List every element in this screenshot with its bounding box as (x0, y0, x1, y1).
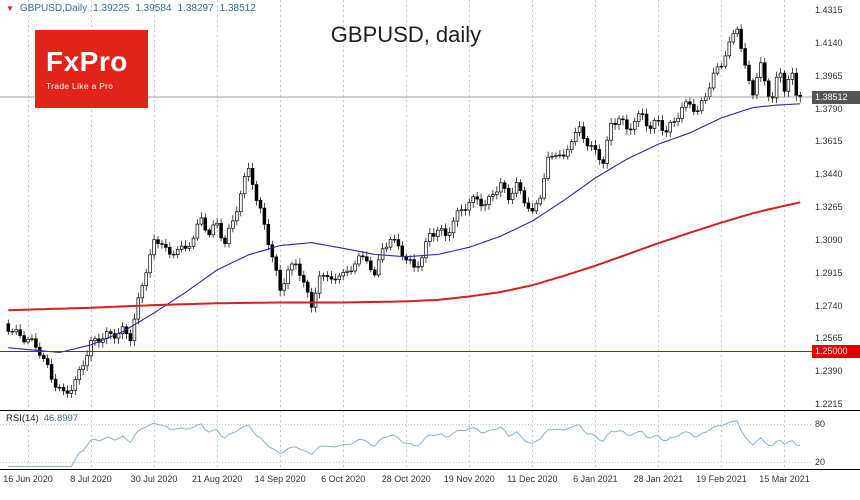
price-axis: 1.4315 1.4140 1.3965 1.3790 1.3615 1.3440 1.32… (815, 0, 860, 470)
time-axis-label: 30 Jul 2020 (130, 474, 178, 484)
dropdown-arrow-icon: ▼ (6, 3, 14, 13)
time-axis-label: 15 Mar 2021 (759, 474, 810, 484)
price-axis-label: 1.3615 (815, 136, 843, 147)
price-axis-label: 1.2390 (815, 366, 843, 377)
symbol-ohlc-bar: ▼ GBPUSD,Daily 1.39225 1.39584 1.38297 1… (6, 3, 256, 14)
logo-name: FxPro (46, 45, 128, 77)
current-price-badge: 1.38512 (812, 90, 860, 104)
symbol-timeframe-label: GBPUSD,Daily (19, 3, 88, 14)
rsi-name: RSI(14) (6, 413, 39, 424)
rsi-axis-label: 20 (815, 457, 826, 467)
ohlc-low: 1.38297 (177, 3, 214, 14)
time-axis-label: 11 Dec 2020 (507, 474, 558, 484)
logo-tagline: Trade Like a Pro (46, 80, 114, 91)
rsi-axis: 80 20 (815, 0, 860, 470)
time-axis-label: 28 Oct 2020 (381, 474, 431, 484)
time-axis-label: 28 Jan 2021 (633, 474, 684, 484)
time-axis-label: 19 Feb 2021 (696, 474, 747, 484)
price-axis-label: 1.2565 (815, 333, 843, 344)
time-axis-label: 14 Sep 2020 (254, 474, 306, 484)
time-axis-label: 6 Jan 2021 (573, 474, 618, 484)
price-axis-label: 1.3790 (815, 103, 843, 114)
rsi-value: 46.8997 (43, 413, 79, 424)
price-axis-label: 1.2215 (815, 399, 843, 409)
ohlc-close: 1.38512 (219, 3, 256, 14)
support-price-badge: 1.25000 (812, 344, 860, 358)
time-axis-label: 19 Nov 2020 (443, 474, 495, 484)
price-axis-label: 1.3965 (815, 70, 843, 81)
price-axis-label: 1.2740 (815, 300, 843, 311)
fxpro-logo: FxPro Trade Like a Pro (35, 30, 148, 108)
time-axis-label: 6 Oct 2020 (321, 474, 366, 484)
price-axis-label: 1.3265 (815, 202, 843, 212)
ohlc-open: 1.39225 (93, 3, 130, 14)
price-axis-label: 1.3090 (815, 234, 843, 245)
time-axis-label: 16 Jun 2020 (3, 474, 53, 484)
time-axis-label: 8 Jul 2020 (70, 474, 112, 484)
price-axis-label: 1.4315 (815, 5, 843, 15)
price-axis-label: 1.3440 (815, 169, 843, 180)
chart-title: GBPUSD, daily (330, 22, 482, 47)
price-axis-label: 1.2915 (815, 267, 843, 278)
price-axis-label: 1.4140 (815, 37, 843, 48)
time-axis-label: 21 Aug 2020 (191, 474, 243, 484)
ohlc-high: 1.39584 (135, 3, 172, 14)
rsi-axis-label: 80 (815, 419, 826, 429)
rsi-indicator-label: RSI(14) 46.8997 (6, 413, 78, 424)
time-axis: 16 Jun 2020 8 Jul 2020 30 Jul 2020 21 Aug 2… (0, 472, 812, 494)
